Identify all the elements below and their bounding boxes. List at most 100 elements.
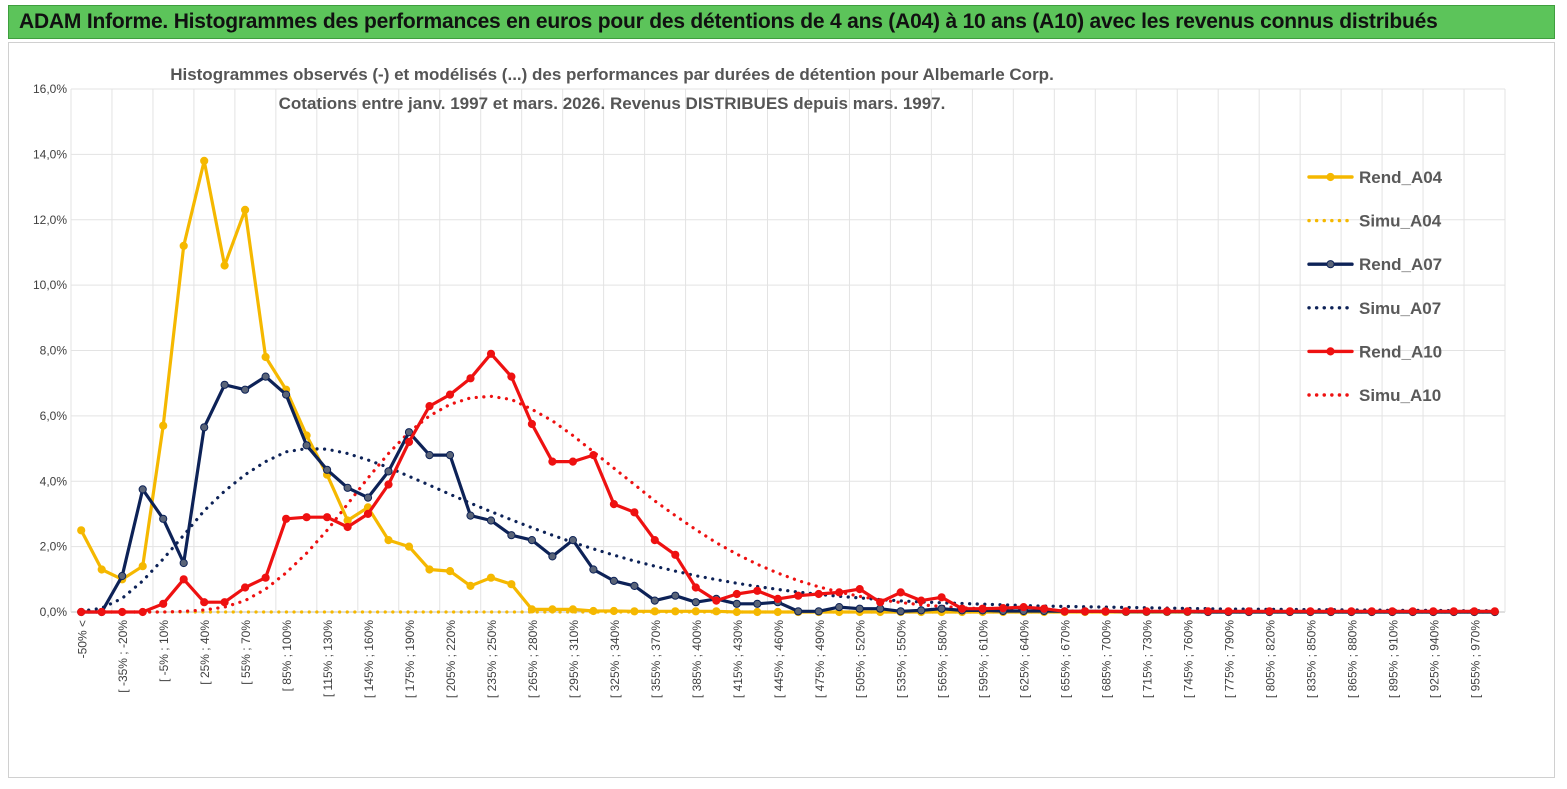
data-point (1429, 607, 1438, 616)
x-tick-label: [ 835% ; 850% (1304, 620, 1318, 698)
data-point (343, 522, 352, 532)
y-tick-label: 16,0% (33, 82, 67, 96)
data-point (241, 583, 250, 592)
data-point (384, 480, 393, 489)
data-point (1470, 607, 1479, 616)
data-point (77, 607, 86, 617)
data-point (97, 607, 106, 617)
data-point (241, 385, 250, 394)
chart-legend: Rend_A04 Simu_A04 Rend_A07 Simu_A07 Rend_A10… (1307, 168, 1443, 405)
series-rend-a10 (77, 349, 1499, 617)
series-line (79, 447, 1497, 613)
data-point (486, 349, 496, 358)
data-point (200, 598, 209, 607)
chart-title: Histogrammes observés (-) et modélisés (… (170, 65, 1054, 84)
data-point (671, 550, 680, 559)
legend-item-rend-a07: Rend_A07 (1307, 255, 1442, 274)
data-point (1449, 607, 1458, 616)
series-layer (77, 156, 1499, 617)
legend-label: Rend_A07 (1359, 255, 1442, 274)
data-point (609, 576, 619, 586)
data-point (159, 421, 168, 430)
report-title: ADAM Informe. Histogrammes des performan… (19, 10, 1438, 33)
data-point (1388, 607, 1397, 616)
data-point (691, 598, 700, 607)
data-point (323, 513, 332, 522)
data-point (691, 583, 700, 592)
x-tick-label: [ 55% ; 70% (239, 620, 253, 685)
data-point (773, 594, 782, 604)
data-point (794, 591, 803, 600)
x-tick-label: [ 325% ; 340% (608, 620, 622, 698)
data-point (937, 593, 946, 602)
data-point (404, 437, 414, 447)
data-point (179, 558, 188, 568)
report-banner: ADAM Informe. Histogrammes des performan… (8, 5, 1555, 39)
data-point (200, 423, 209, 432)
legend-marker (1326, 260, 1335, 269)
legend-item-simu-a04: Simu_A04 (1307, 212, 1442, 231)
data-point (732, 599, 741, 608)
x-tick-label: [ 775% ; 790% (1222, 620, 1236, 698)
x-tick-label: [ 355% ; 370% (649, 620, 663, 698)
data-point (1019, 603, 1028, 612)
data-point (937, 604, 946, 613)
data-point (363, 493, 373, 502)
x-tick-label: [ 415% ; 430% (731, 620, 745, 698)
data-point (1162, 607, 1172, 616)
data-point (384, 536, 393, 545)
legend-label: Rend_A04 (1359, 168, 1443, 187)
data-point (1080, 607, 1090, 616)
data-point (753, 599, 762, 608)
legend-label: Simu_A04 (1359, 212, 1442, 231)
data-point (917, 596, 926, 605)
data-point (650, 596, 659, 605)
y-tick-label: 0,0% (40, 605, 68, 619)
data-point (814, 607, 823, 616)
data-point (568, 536, 578, 545)
data-point (138, 562, 147, 571)
data-point (568, 457, 578, 466)
data-point (445, 390, 455, 399)
data-point (179, 241, 188, 250)
data-point (527, 605, 537, 614)
data-point (1367, 607, 1376, 616)
data-point (404, 542, 414, 551)
data-point (261, 573, 270, 582)
data-point (1142, 607, 1151, 616)
data-point (835, 588, 844, 597)
x-tick-label: [ 145% ; 160% (362, 620, 376, 698)
data-point (650, 607, 659, 616)
data-point (630, 508, 639, 517)
data-point (507, 372, 516, 381)
data-point (958, 604, 967, 613)
data-point (138, 607, 147, 617)
data-point (712, 607, 721, 616)
data-point (855, 585, 864, 594)
legend-item-rend-a04: Rend_A04 (1307, 168, 1443, 187)
data-point (507, 531, 516, 540)
data-point (261, 372, 270, 381)
data-point (363, 509, 373, 518)
data-point (1101, 607, 1110, 616)
chart-frame: 0,0% 2,0% 4,0% 6,0% 8,0% 10,0% 12,0% 14,0% 16,0%… (8, 42, 1555, 778)
data-point (896, 607, 905, 616)
data-point (548, 605, 557, 614)
series-rend-a07 (77, 372, 1499, 617)
data-point (97, 565, 106, 574)
x-tick-label: [ 925% ; 940% (1427, 620, 1441, 698)
series-line (79, 159, 1497, 614)
legend-marker (1326, 172, 1335, 182)
data-point (241, 205, 250, 214)
x-tick-label: [ 535% ; 550% (895, 620, 909, 698)
data-point (302, 513, 311, 522)
data-point (159, 514, 168, 523)
x-tick-label: [ 625% ; 640% (1018, 620, 1032, 698)
x-tick-label: [ 895% ; 910% (1386, 620, 1400, 698)
data-point (609, 606, 619, 616)
data-point (118, 571, 127, 581)
data-point (1347, 607, 1356, 616)
x-tick-label: [ 595% ; 610% (977, 620, 991, 698)
data-point (466, 581, 475, 591)
series-line (79, 394, 1497, 614)
